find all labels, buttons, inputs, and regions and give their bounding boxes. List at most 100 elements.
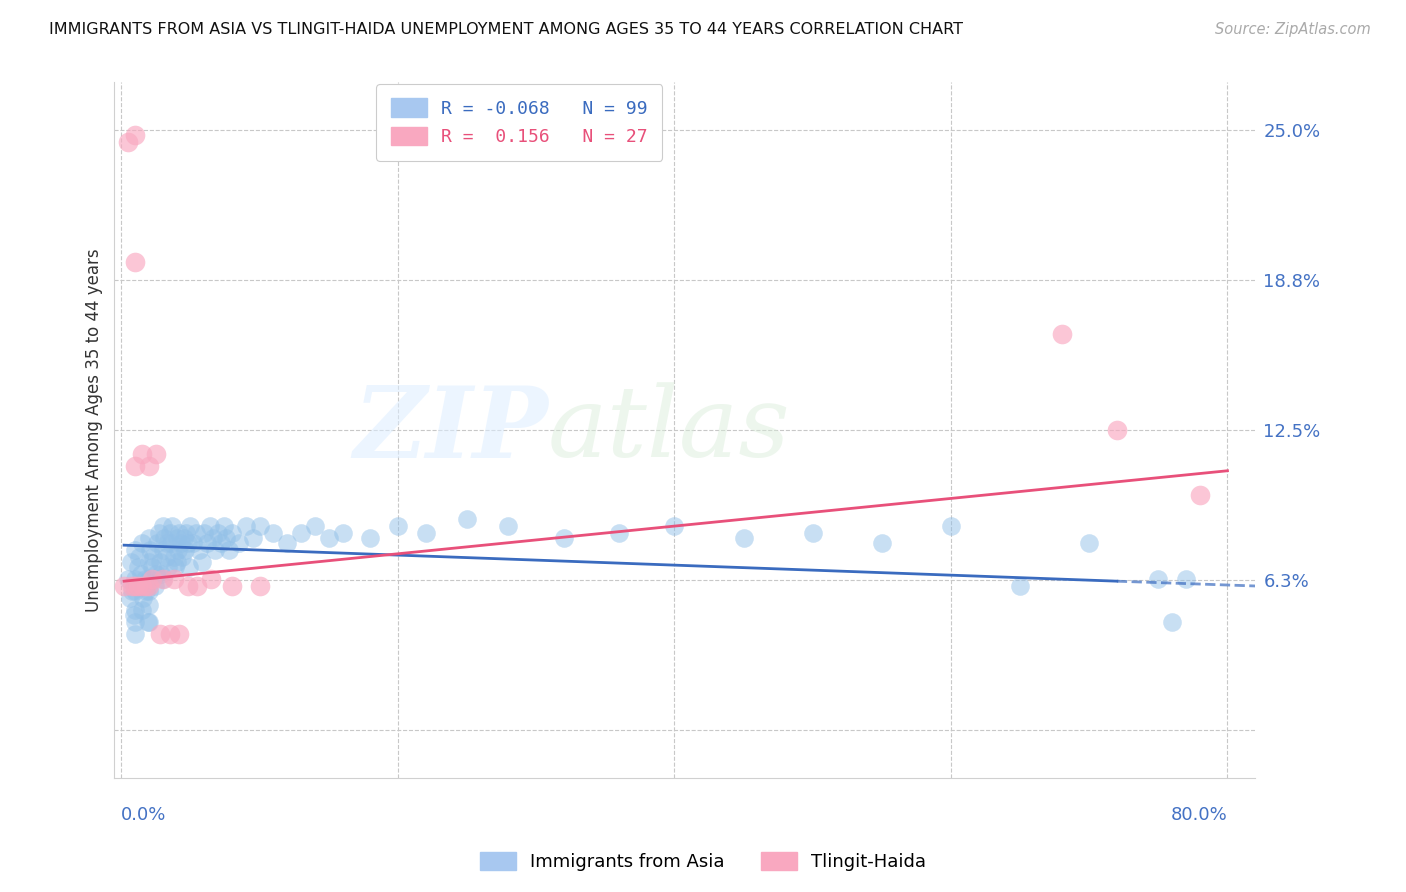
Point xyxy=(870,535,893,549)
Point xyxy=(138,615,160,629)
Y-axis label: Unemployment Among Ages 35 to 44 years: Unemployment Among Ages 35 to 44 years xyxy=(86,248,103,612)
Point xyxy=(152,543,174,558)
Point xyxy=(801,526,824,541)
Point xyxy=(138,579,160,593)
Point xyxy=(235,519,257,533)
Point xyxy=(200,572,222,586)
Text: IMMIGRANTS FROM ASIA VS TLINGIT-HAIDA UNEMPLOYMENT AMONG AGES 35 TO 44 YEARS COR: IMMIGRANTS FROM ASIA VS TLINGIT-HAIDA UN… xyxy=(49,22,963,37)
Point xyxy=(124,572,146,586)
Point xyxy=(145,447,167,461)
Point xyxy=(170,535,193,549)
Point xyxy=(733,531,755,545)
Text: ZIP: ZIP xyxy=(353,382,548,478)
Text: 0.0%: 0.0% xyxy=(121,805,167,824)
Text: 80.0%: 80.0% xyxy=(1171,805,1227,824)
Point xyxy=(157,559,180,574)
Legend: R = -0.068   N = 99, R =  0.156   N = 27: R = -0.068 N = 99, R = 0.156 N = 27 xyxy=(377,84,662,161)
Point xyxy=(498,519,520,533)
Point xyxy=(187,543,209,558)
Point xyxy=(193,526,215,541)
Point xyxy=(1010,579,1032,593)
Point xyxy=(195,535,218,549)
Point xyxy=(939,519,962,533)
Point xyxy=(127,579,149,593)
Point xyxy=(124,583,146,598)
Point xyxy=(1175,572,1198,586)
Point xyxy=(249,579,271,593)
Point xyxy=(142,550,165,565)
Point xyxy=(141,559,163,574)
Point xyxy=(131,535,153,549)
Point xyxy=(124,543,146,558)
Point xyxy=(121,579,143,593)
Point xyxy=(221,579,243,593)
Point xyxy=(664,519,686,533)
Point xyxy=(138,598,160,612)
Point xyxy=(117,135,139,149)
Point xyxy=(124,579,146,593)
Point xyxy=(141,572,163,586)
Point xyxy=(124,128,146,142)
Point xyxy=(173,531,195,545)
Point xyxy=(124,603,146,617)
Point xyxy=(163,572,186,586)
Point xyxy=(607,526,630,541)
Point xyxy=(221,526,243,541)
Point xyxy=(127,559,149,574)
Point xyxy=(204,543,226,558)
Point xyxy=(135,579,157,593)
Point xyxy=(134,572,156,586)
Point xyxy=(179,519,201,533)
Point xyxy=(159,526,181,541)
Point xyxy=(128,550,150,565)
Point xyxy=(131,579,153,593)
Point xyxy=(160,535,183,549)
Point xyxy=(1161,615,1184,629)
Point xyxy=(136,615,159,629)
Point xyxy=(201,531,224,545)
Point xyxy=(124,627,146,641)
Point xyxy=(132,591,155,605)
Point xyxy=(456,512,478,526)
Point xyxy=(318,531,340,545)
Point xyxy=(184,526,207,541)
Point xyxy=(176,579,198,593)
Point xyxy=(387,519,409,533)
Point xyxy=(149,555,172,569)
Point xyxy=(166,555,188,569)
Point xyxy=(304,519,326,533)
Point xyxy=(153,531,176,545)
Point xyxy=(118,591,141,605)
Point xyxy=(120,555,142,569)
Point xyxy=(198,519,221,533)
Text: atlas: atlas xyxy=(548,383,790,477)
Point xyxy=(124,255,146,269)
Point xyxy=(152,572,174,586)
Point xyxy=(1147,572,1170,586)
Point xyxy=(262,526,284,541)
Point xyxy=(166,531,188,545)
Point xyxy=(129,566,152,581)
Point xyxy=(553,531,575,545)
Point xyxy=(143,579,166,593)
Point xyxy=(190,555,212,569)
Point xyxy=(159,627,181,641)
Point xyxy=(276,535,298,549)
Point xyxy=(177,559,200,574)
Point xyxy=(117,572,139,586)
Point xyxy=(163,550,186,565)
Point xyxy=(124,615,146,629)
Point xyxy=(218,543,240,558)
Point xyxy=(148,526,170,541)
Point xyxy=(138,555,160,569)
Point xyxy=(131,603,153,617)
Point xyxy=(155,550,177,565)
Point xyxy=(138,572,160,586)
Point xyxy=(112,579,135,593)
Point xyxy=(1105,423,1128,437)
Point xyxy=(332,526,354,541)
Point xyxy=(156,535,179,549)
Point xyxy=(176,526,198,541)
Point xyxy=(138,531,160,545)
Point xyxy=(242,531,264,545)
